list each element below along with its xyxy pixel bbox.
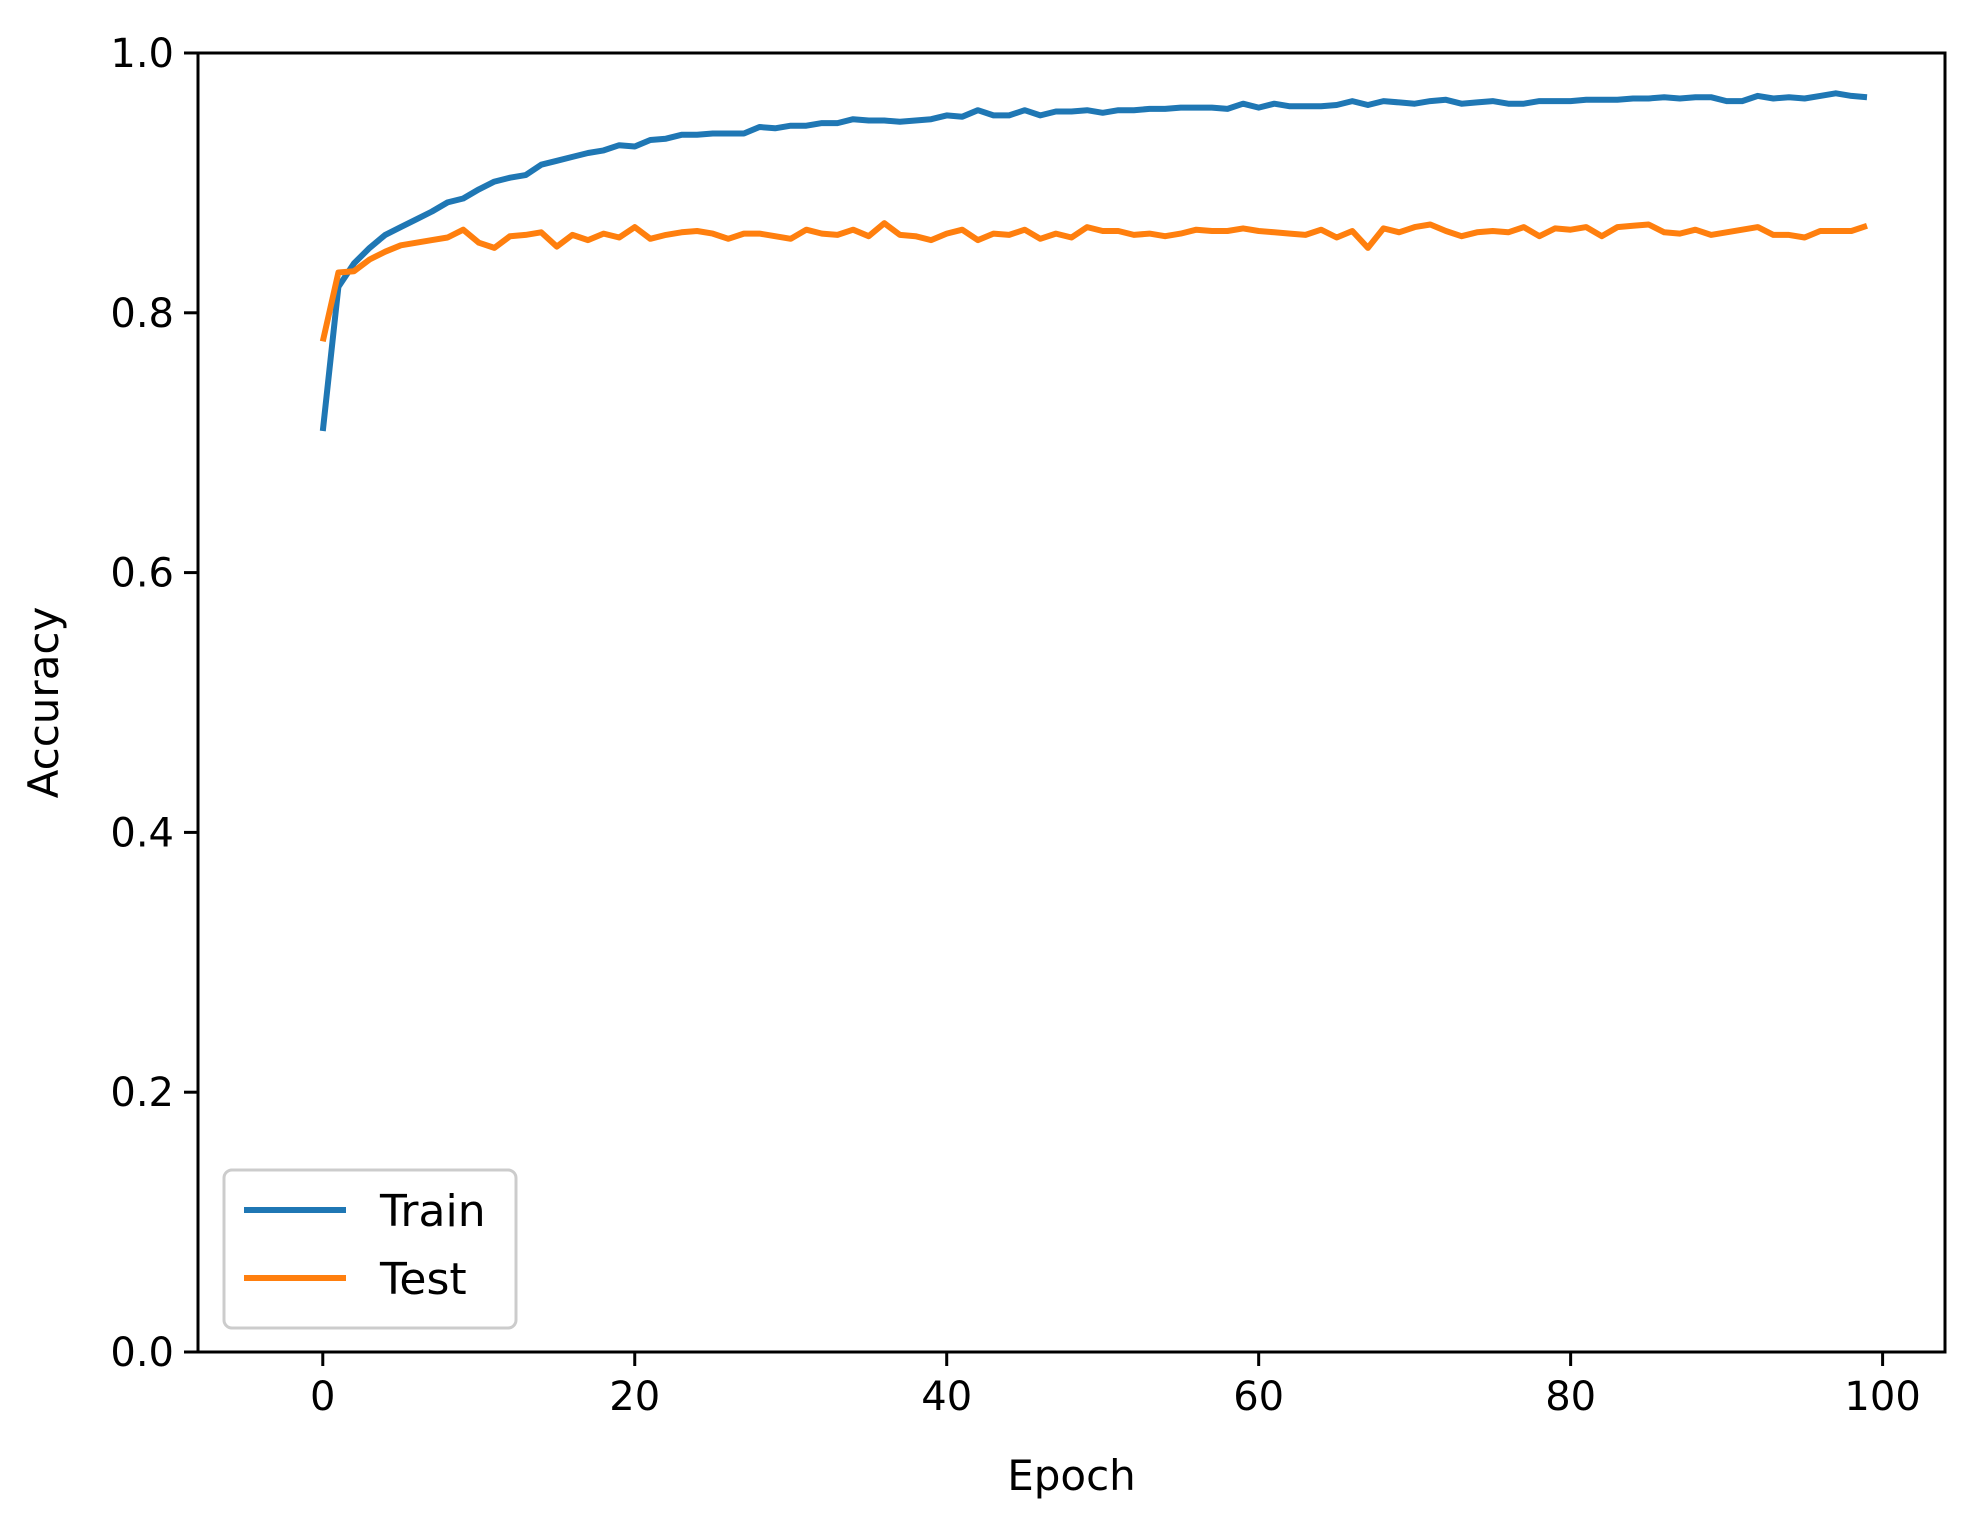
x-tick-label: 0 bbox=[310, 1374, 335, 1420]
y-tick-label: 0.4 bbox=[110, 810, 174, 856]
y-tick-label: 0.8 bbox=[110, 291, 174, 337]
x-axis-label: Epoch bbox=[1007, 1451, 1136, 1500]
y-tick-label: 0.6 bbox=[110, 551, 174, 597]
series-layer bbox=[319, 90, 1868, 432]
x-axis-ticks: 0 20 40 60 80 100 bbox=[310, 1352, 1921, 1420]
x-tick-label: 20 bbox=[609, 1374, 660, 1420]
x-tick-label: 40 bbox=[921, 1374, 972, 1420]
y-tick-label: 0.0 bbox=[110, 1330, 174, 1376]
series-line-train bbox=[319, 90, 1868, 432]
y-tick-label: 1.0 bbox=[110, 31, 174, 77]
y-tick-label: 0.2 bbox=[110, 1070, 174, 1116]
plot-area-frame bbox=[196, 51, 1947, 1354]
legend-label-test: Test bbox=[379, 1254, 467, 1305]
series-line-test bbox=[319, 220, 1868, 343]
legend: Train Test bbox=[222, 1168, 518, 1330]
x-tick-label: 100 bbox=[1844, 1374, 1920, 1420]
x-tick-label: 60 bbox=[1233, 1374, 1284, 1420]
y-axis-ticks: 0.0 0.2 0.4 0.6 0.8 1.0 bbox=[110, 31, 198, 1376]
y-axis-label: Accuracy bbox=[19, 607, 68, 799]
x-tick-label: 80 bbox=[1545, 1374, 1596, 1420]
legend-label-train: Train bbox=[379, 1186, 486, 1237]
